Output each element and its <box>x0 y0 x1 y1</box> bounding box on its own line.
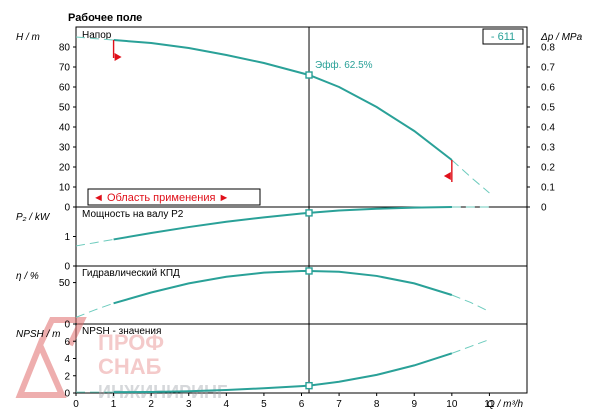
head-y-right-tick-label-7: 0.7 <box>541 63 555 74</box>
x-tick-label-5: 5 <box>261 399 267 410</box>
x-tick-label-1: 1 <box>111 399 117 410</box>
efficiency-curve-0 <box>113 269 453 305</box>
watermark-line1: ПРОФ <box>98 330 164 355</box>
head-y-right-tick-label-3: 0.3 <box>541 143 555 154</box>
x-tick-label-2: 2 <box>148 399 154 410</box>
head-curve-0 <box>113 39 453 161</box>
x-axis-label: Q / m³/h <box>487 399 524 410</box>
npsh-y-tick-label-1: 2 <box>64 371 70 382</box>
head-y-right-axis-label: Δp / MPa <box>540 32 583 43</box>
efficiency-panel-title: Гидравлический КПД <box>82 268 180 279</box>
head-y-right-tick-label-4: 0.4 <box>541 123 555 134</box>
x-tick-label-3: 3 <box>186 399 192 410</box>
curve-id-badge-label: - 611 <box>491 31 515 43</box>
head-y-right-tick-label-1: 0.1 <box>541 183 555 194</box>
efficiency-y-tick-label-0: 0 <box>64 320 70 331</box>
power-operating-point <box>305 209 313 217</box>
power-curve-0 <box>113 206 452 241</box>
x-tick-label-7: 7 <box>336 399 342 410</box>
x-tick-label-10: 10 <box>446 399 458 410</box>
application-area-box <box>87 188 261 206</box>
head-max-limit-arrow <box>443 172 451 180</box>
power-y-tick-label-1: 1 <box>64 232 70 243</box>
efficiency-y-axis-label: η / % <box>16 271 39 282</box>
power-panel-title: Мощность на валу P2 <box>82 209 184 220</box>
head-curve-extension-1 <box>451 159 490 194</box>
x-tick-label-9: 9 <box>411 399 417 410</box>
head-y-tick-label-5: 50 <box>59 103 71 114</box>
head-y-axis-label: H / m <box>16 32 40 43</box>
npsh-curve-extension-1 <box>451 339 490 354</box>
power-curve-extension-0 <box>75 238 114 247</box>
x-tick-label-4: 4 <box>224 399 230 410</box>
x-tick-label-6: 6 <box>299 399 305 410</box>
x-tick-label-11: 11 <box>484 399 495 410</box>
efficiency-curve-extension-0 <box>75 302 114 318</box>
watermark-logo <box>15 317 87 398</box>
efficiency-y-tick-label-1: 50 <box>59 278 71 289</box>
head-y-right-tick-label-6: 0.6 <box>541 83 555 94</box>
watermark-line2: СНАБ <box>98 354 162 379</box>
head-curve-extension-0 <box>75 36 114 41</box>
npsh-y-tick-label-3: 6 <box>64 337 70 348</box>
head-y-tick-label-7: 70 <box>59 63 71 74</box>
head-y-tick-label-4: 40 <box>59 123 71 134</box>
efficiency-operating-point <box>305 267 313 275</box>
head-y-right-tick-label-0: 0 <box>541 203 547 214</box>
power-y-axis-label: P₂ / kW <box>16 212 51 223</box>
npsh-operating-point <box>305 381 313 390</box>
head-y-tick-label-0: 0 <box>64 203 70 214</box>
head-y-right-tick-label-2: 0.2 <box>541 163 555 174</box>
head-y-tick-label-1: 10 <box>59 183 71 194</box>
npsh-y-axis-label: NPSH / m <box>16 329 60 340</box>
chart-title: Рабочее поле <box>68 12 142 24</box>
head-y-tick-label-3: 30 <box>59 143 71 154</box>
x-tick-label-8: 8 <box>374 399 380 410</box>
application-area-label: ◄ Область применения ► <box>93 192 229 204</box>
head-y-right-tick-label-8: 0.8 <box>541 43 555 54</box>
head-y-tick-label-6: 60 <box>59 83 71 94</box>
head-panel-frame <box>75 26 528 208</box>
npsh-panel-title: NPSH - значения <box>82 326 161 337</box>
head-y-tick-label-8: 80 <box>59 43 71 54</box>
x-tick-label-0: 0 <box>73 399 79 410</box>
npsh-curve-0 <box>113 352 453 394</box>
head-y-right-tick-label-5: 0.5 <box>541 103 555 114</box>
head-panel-title: Напор <box>82 30 112 41</box>
operating-point-label: Эфф. 62.5% <box>315 59 373 71</box>
power-y-tick-label-0: 0 <box>64 262 70 273</box>
npsh-y-tick-label-0: 0 <box>64 389 70 400</box>
efficiency-curve-extension-1 <box>451 294 490 313</box>
head-y-tick-label-2: 20 <box>59 163 71 174</box>
curve-id-badge <box>482 28 524 45</box>
npsh-y-tick-label-2: 4 <box>64 354 70 365</box>
head-min-limit-arrow <box>114 53 122 61</box>
head-operating-point <box>305 71 313 79</box>
